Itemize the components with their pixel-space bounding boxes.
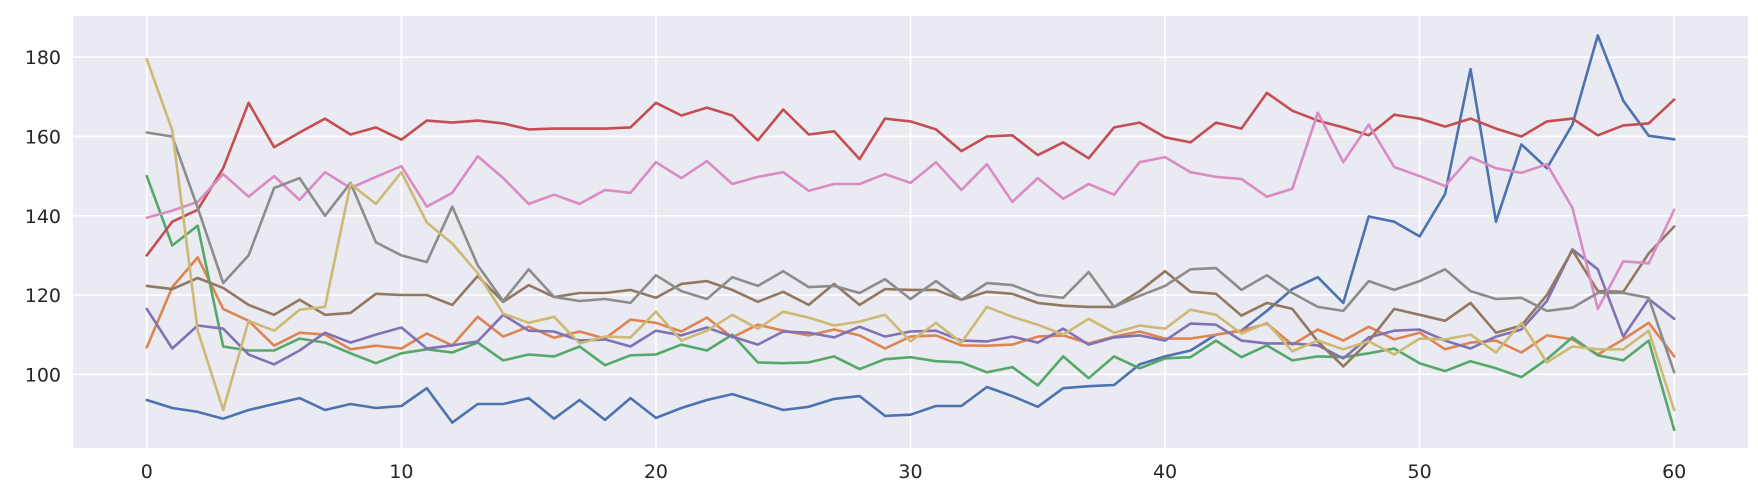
y-tick-label: 180 <box>25 47 61 69</box>
x-tick-label: 40 <box>1153 461 1177 483</box>
series-line-9 <box>145 57 1676 412</box>
x-tick-label: 60 <box>1662 461 1686 483</box>
tick-labels: 0 10 20 30 40 50 60 100 120 140 160 180 <box>25 47 1687 483</box>
x-tick-label: 20 <box>644 461 668 483</box>
x-tick-label: 10 <box>389 461 413 483</box>
series-line-1 <box>145 34 1676 424</box>
y-tick-label: 120 <box>25 285 61 307</box>
series-line-5 <box>145 248 1676 366</box>
series-group <box>145 34 1676 432</box>
series-line-3 <box>145 174 1676 432</box>
series-line-6 <box>145 225 1676 368</box>
y-tick-label: 100 <box>25 364 61 386</box>
series-line-7 <box>145 111 1676 311</box>
x-tick-label: 30 <box>898 461 922 483</box>
x-tick-label: 50 <box>1408 461 1432 483</box>
x-tick-label: 0 <box>141 461 153 483</box>
series-line-4 <box>145 91 1676 257</box>
series-line-8 <box>145 131 1676 374</box>
series-line-2 <box>145 256 1676 358</box>
grid <box>73 16 1748 448</box>
y-tick-label: 160 <box>25 126 61 148</box>
y-tick-label: 140 <box>25 206 61 228</box>
